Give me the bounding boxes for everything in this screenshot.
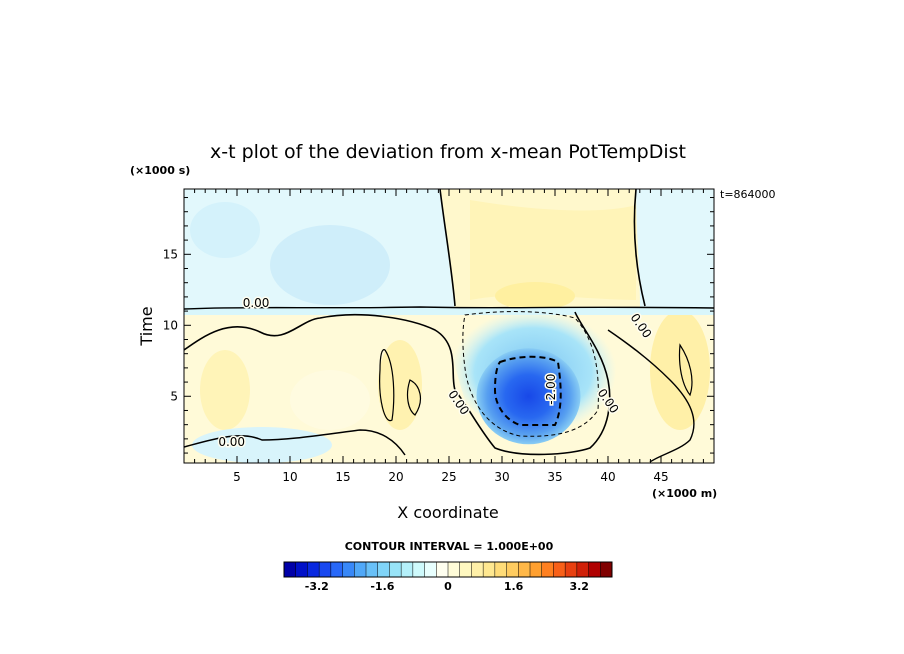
colorbar-swatch [448,562,461,577]
colorbar-swatch [401,562,414,577]
contour-zero-cold-boundary [184,311,611,456]
colorbar-swatch [471,562,484,577]
colorbar-swatch [366,562,379,577]
colorbar-swatch [483,562,496,577]
colorbar-swatch [284,562,297,577]
colorbar-swatch [307,562,320,577]
contour-zero-bottom [184,429,406,456]
contour-label: -2.00 [544,374,558,405]
bottom-cool-strip [192,427,332,463]
time-stamp: t=864000 [720,188,776,201]
colorbar-tick-label: 0 [444,580,452,593]
contour-zero-blob-left [379,349,395,422]
contour-label: 0.00 [218,435,245,449]
colorbar-swatch [342,562,355,577]
contour-zero-blob-right [678,343,693,397]
upper-cool-patch [270,225,390,305]
colorbar-swatch [424,562,437,577]
colorbar-swatch [518,562,531,577]
x-tick-label: 45 [653,470,668,484]
colorbar: -3.2 -1.6 0 1.6 3.2 [283,561,613,593]
x-tick-label: 30 [494,470,509,484]
y-tick-label: 5 [170,389,178,403]
colorbar-swatch [576,562,590,577]
contour-label: 0.00 [243,296,270,310]
cold-core [476,348,581,445]
colorbar-swatch [506,562,519,577]
x-tick-label: 40 [600,470,615,484]
colorbar-swatch [553,562,566,577]
x-axis: 5 10 15 20 25 30 35 40 45 [194,189,704,484]
colorbar-swatch [330,562,344,577]
warm-blob-edge [200,350,250,430]
y-tick-label: 15 [163,247,178,261]
x-tick-label: 5 [233,470,241,484]
contour-minus-two [493,355,562,426]
colorbar-swatch [565,562,578,577]
y-tick-label: 10 [163,318,178,332]
field-shading [184,189,714,463]
chart-title: x-t plot of the deviation from x-mean Po… [210,141,686,163]
colorbar-swatch [295,562,308,577]
y-scale-note: (×1000 s) [130,164,190,177]
upper-cool-patch-2 [190,202,260,258]
colorbar-swatch [530,562,543,577]
colorbar-tick-label: -3.2 [305,580,329,593]
x-tick-label: 20 [388,470,403,484]
colorbar-swatch [319,562,332,577]
contour-zero-upper-left [439,189,456,307]
colorbar-swatch [412,562,426,577]
colorbar-swatch [354,562,367,577]
contour-zero-transition [184,306,714,310]
colorbar-swatch [588,562,601,577]
upper-warm-core [470,200,636,300]
warm-streak [495,282,575,310]
colorbar-swatch [541,562,554,577]
x-scale-note: (×1000 m) [652,487,717,500]
colorbar-tick-label: 3.2 [569,580,589,593]
y-axis-label: Time [137,306,156,346]
pale-patch [290,370,370,430]
colorbar-swatch [389,562,402,577]
colorbar-swatch [494,562,508,577]
contour-interval-text: CONTOUR INTERVAL = 1.000E+00 [345,540,554,553]
colorbar-tick-label: -1.6 [370,580,394,593]
colorbar-swatch [600,562,613,577]
y-axis: 5 10 15 [163,197,714,454]
x-tick-label: 35 [547,470,562,484]
transition-band [184,307,714,315]
colorbar-swatch [377,562,390,577]
x-tick-label: 25 [441,470,456,484]
contour-minus-one [462,311,599,437]
x-axis-label: X coordinate [397,503,498,522]
contour-zero-blob-mid [406,379,422,416]
colorbar-frame [283,561,613,578]
colorbar-tick-label: 1.6 [504,580,524,593]
x-tick-label: 15 [335,470,350,484]
colorbar-swatch [459,562,472,577]
contour-lines [184,189,714,463]
x-tick-label: 10 [282,470,297,484]
warm-blob-left [378,340,422,430]
colorbar-swatch [436,562,449,577]
contour-zero-right [607,329,695,463]
contour-zero-upper-right [633,189,646,307]
